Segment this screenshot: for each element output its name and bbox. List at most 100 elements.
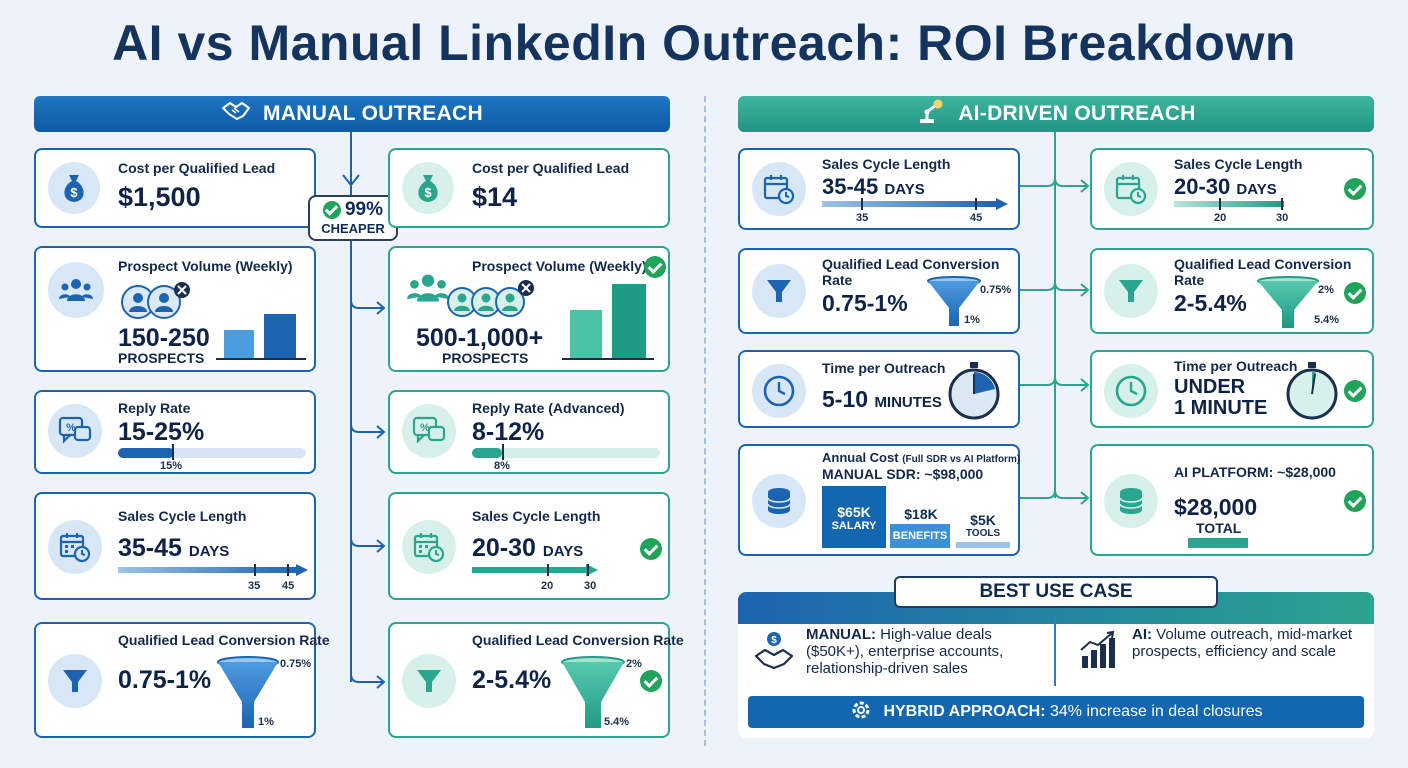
manual-volume-bar-1 (224, 330, 254, 358)
ai-volume-baseline (562, 358, 654, 360)
money-bag-icon: $ (402, 162, 454, 214)
annual-cost-note: (Full SDR vs AI Platform) (902, 454, 1021, 465)
ai-cost-value: $14 (472, 182, 518, 212)
annual-cost-label: Annual Cost (822, 450, 899, 465)
manual-reply-marker-label: 15% (160, 460, 183, 472)
right-ai-cycle-timeline (1174, 198, 1284, 210)
right-ai-conversion-bottom: 5.4% (1314, 314, 1340, 326)
right-ai-cycle-range: 20-30 (1174, 174, 1231, 199)
ai-reply-track (472, 448, 660, 458)
hybrid-key: HYBRID APPROACH: (883, 703, 1046, 720)
ai-conversion-value: 2-5.4% (472, 666, 552, 694)
right-ai-conversion-label-2: Rate (1174, 272, 1205, 288)
right-manual-cycle-unit: DAYS (884, 181, 925, 198)
calendar-clock-icon (402, 520, 456, 574)
check-icon (1344, 282, 1366, 304)
ai-conversion-funnel (561, 656, 625, 728)
right-manual-conversion-bottom: 1% (964, 314, 980, 326)
right-manual-conversion-label-1: Qualified Lead Conversion (822, 256, 1000, 272)
benefits-label: BENEFITS (892, 530, 948, 542)
use-case-manual-key: MANUAL: (806, 626, 876, 643)
manual-conversion-label: Qualified Lead Conversion Rate (118, 632, 330, 648)
check-icon (322, 201, 341, 219)
manual-volume-card: Prospect Volume (Weekly) 150-250 PROSPEC… (34, 246, 316, 372)
avatars-icon (121, 282, 190, 319)
right-manual-cycle-label: Sales Cycle Length (822, 156, 951, 172)
manual-cycle-value: 35-45 DAYS (118, 534, 229, 563)
manual-conversion-funnel (217, 656, 279, 728)
right-manual-conversion-card: Qualified Lead Conversion Rate 0.75-1% 0… (738, 248, 1020, 334)
manual-conversion-card: Qualified Lead Conversion Rate 0.75-1% 0… (34, 622, 330, 738)
clock-icon (752, 364, 806, 418)
right-ai-cycle-value: 20-30 DAYS (1174, 174, 1277, 200)
savings-percent: 99% (344, 199, 384, 220)
manual-reply-label: Reply Rate (118, 400, 191, 416)
salary-value: $65K (837, 504, 871, 520)
right-manual-time-range: 5-10 (822, 386, 869, 412)
ai-reply-marker-label: 8% (494, 460, 510, 472)
manual-conversion-top: 0.75% (280, 658, 312, 670)
benefits-bar: BENEFITS (890, 524, 950, 548)
svg-text:$: $ (424, 185, 432, 200)
funnel-icon (402, 654, 456, 708)
tools-label: TOOLS (965, 528, 1001, 539)
page-title: AI vs Manual LinkedIn Outreach: ROI Brea… (112, 15, 1296, 71)
ai-volume-bar-2 (612, 284, 646, 358)
ai-volume-unit: PROSPECTS (442, 350, 529, 366)
right-manual-time-value: 5-10 MINUTES (822, 386, 942, 413)
right-manual-cycle-value: 35-45 DAYS (822, 174, 925, 200)
ai-cycle-value: 20-30 DAYS (472, 534, 583, 563)
manual-volume-baseline (216, 358, 306, 360)
right-ai-cycle-tick-1: 20 (1214, 212, 1227, 224)
manual-cycle-card: Sales Cycle Length 35-45 DAYS 35 45 (34, 492, 316, 600)
right-manual-conversion-top: 0.75% (980, 284, 1012, 296)
right-ai-conversion-value: 2-5.4% (1174, 290, 1247, 316)
people-group-icon (407, 274, 449, 302)
manual-cost-label: Cost per Qualified Lead (118, 160, 276, 176)
manual-conversion-value: 0.75-1% (118, 666, 212, 694)
ai-banner-label: AI-DRIVEN OUTREACH (958, 102, 1196, 125)
right-ai-conversion-top: 2% (1318, 284, 1334, 296)
check-icon (1344, 178, 1366, 200)
handshake-icon (221, 100, 251, 128)
people-group-icon (48, 262, 104, 318)
manual-cycle-tick-2: 45 (282, 580, 295, 592)
use-case-manual: MANUAL: High-value deals ($50K+), enterp… (806, 626, 1042, 677)
ai-conversion-bottom: 5.4% (604, 716, 630, 728)
ai-cycle-card: Sales Cycle Length 20-30 DAYS 20 30 (388, 492, 670, 600)
right-ai-time-card: Time per Outreach UNDER 1 MINUTE (1090, 350, 1374, 428)
robot-arm-icon (916, 98, 946, 130)
manual-cost-value: $1,500 (118, 182, 201, 212)
ai-reply-marker (502, 444, 504, 460)
funnel-icon (752, 264, 806, 318)
ai-cycle-timeline (472, 564, 598, 576)
ai-cycle-unit: DAYS (542, 543, 584, 560)
manual-cycle-label: Sales Cycle Length (118, 508, 247, 524)
benefits-value: $18K (904, 506, 938, 522)
right-manual-cycle-tick-2: 45 (970, 212, 983, 224)
manual-cycle-timeline (118, 564, 308, 576)
right-manual-cycle-range: 35-45 (822, 174, 879, 199)
manual-volume-value: 150-250 (118, 324, 210, 352)
right-ai-time-line-1: UNDER (1174, 376, 1246, 398)
manual-volume-unit: PROSPECTS (118, 350, 205, 366)
right-ai-conversion-card: Qualified Lead Conversion Rate 2-5.4% 2%… (1090, 248, 1374, 334)
manual-cycle-range: 35-45 (118, 534, 182, 562)
manual-cycle-unit: DAYS (188, 543, 230, 560)
right-ai-time-label: Time per Outreach (1174, 358, 1298, 374)
gear-icon (849, 698, 873, 727)
right-ai-conversion-funnel (1257, 276, 1319, 328)
hybrid-text: 34% increase in deal closures (1049, 703, 1263, 720)
right-manual-time-label: Time per Outreach (822, 360, 946, 376)
salary-bar: $65K SALARY (822, 486, 886, 548)
right-ai-time-line-2: 1 MINUTE (1174, 397, 1268, 419)
growth-chart-icon (1080, 630, 1115, 668)
right-manual-cycle-card: Sales Cycle Length 35-45 DAYS 35 45 (738, 148, 1020, 230)
ai-platform-cost: AI PLATFORM: ~$28,000 (1174, 464, 1336, 480)
right-ai-cycle-label: Sales Cycle Length (1174, 156, 1303, 172)
manual-volume-bar-2 (264, 314, 296, 358)
manual-conversion-bottom: 1% (258, 716, 274, 728)
check-icon (640, 538, 662, 560)
right-manual-cycle-tick-1: 35 (856, 212, 869, 224)
use-case-ai-text: Volume outreach, mid-market prospects, e… (1132, 626, 1353, 660)
